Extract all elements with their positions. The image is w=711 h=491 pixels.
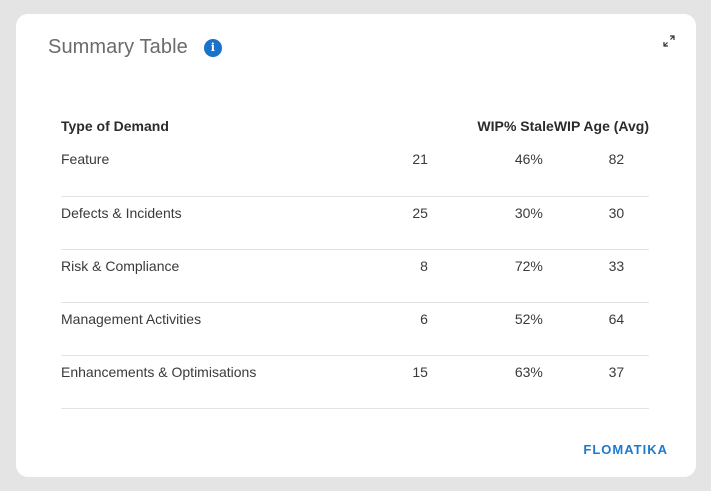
cell-type: Risk & Compliance	[61, 249, 257, 303]
expand-icon[interactable]	[662, 34, 676, 48]
summary-card: Summary Table i Type of Demand WIP % Sta…	[16, 14, 696, 477]
table-row: Feature 21 46% 82	[61, 143, 649, 197]
cell-stale: 72%	[503, 249, 554, 303]
cell-wip: 6	[256, 302, 504, 356]
cell-stale: 46%	[503, 143, 554, 197]
header-wip-age[interactable]: WIP Age (Avg)	[553, 118, 649, 134]
cell-type: Enhancements & Optimisations	[61, 355, 257, 409]
header-wip[interactable]: WIP	[477, 118, 504, 134]
cell-age: 64	[553, 302, 649, 356]
info-icon[interactable]: i	[203, 38, 222, 57]
cell-stale: 63%	[503, 355, 554, 409]
card-header: Summary Table i	[48, 36, 222, 59]
cell-age: 82	[553, 143, 649, 197]
header-type-of-demand[interactable]: Type of Demand	[61, 118, 169, 134]
cell-stale: 30%	[503, 196, 554, 250]
card-title: Summary Table	[48, 36, 188, 58]
cell-type: Feature	[61, 143, 257, 197]
cell-wip: 25	[256, 196, 504, 250]
cell-type: Management Activities	[61, 302, 257, 356]
cell-wip: 8	[256, 249, 504, 303]
cell-type: Defects & Incidents	[61, 196, 257, 250]
table-row: Defects & Incidents 25 30% 30	[61, 196, 649, 250]
summary-table: Type of Demand WIP % Stale WIP Age (Avg)…	[61, 114, 649, 409]
table-header-row: Type of Demand WIP % Stale WIP Age (Avg)	[61, 114, 649, 143]
cell-age: 37	[553, 355, 649, 409]
header-stale[interactable]: % Stale	[503, 118, 554, 134]
table-row: Enhancements & Optimisations 15 63% 37	[61, 355, 649, 409]
table-row: Management Activities 6 52% 64	[61, 302, 649, 356]
cell-age: 30	[553, 196, 649, 250]
cell-age: 33	[553, 249, 649, 303]
cell-stale: 52%	[503, 302, 554, 356]
flomatika-logo: FLOMATIKA	[583, 442, 668, 457]
cell-wip: 15	[256, 355, 504, 409]
table-row: Risk & Compliance 8 72% 33	[61, 249, 649, 303]
cell-wip: 21	[256, 143, 504, 197]
